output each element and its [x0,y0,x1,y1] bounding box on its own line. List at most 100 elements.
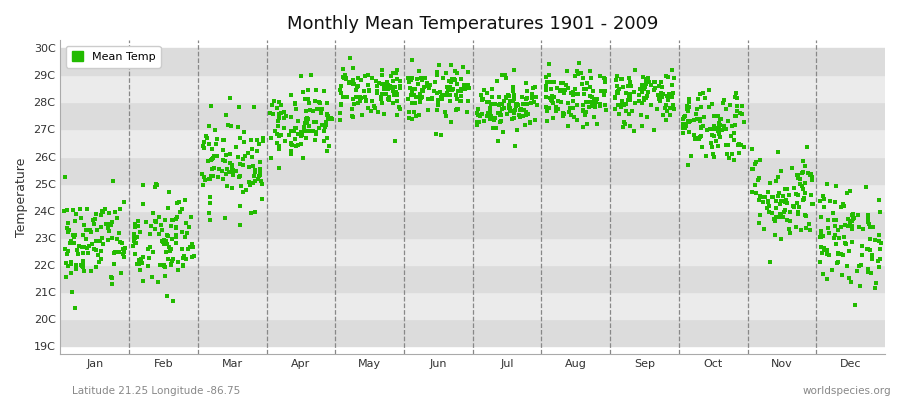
Point [589,99,603,105]
Point [661,95,675,101]
Point [519,80,534,86]
Point [443,92,457,98]
Point [564,112,579,118]
Point [519,101,534,108]
Point [619,108,634,114]
Point [787,184,801,191]
Point [507,67,521,74]
Point [346,113,360,119]
Point [176,262,190,269]
Point [392,104,406,111]
Point [94,235,109,241]
Point [820,251,834,258]
Point [615,76,629,82]
Point [576,75,590,82]
Point [437,109,452,116]
Point [348,94,363,100]
Point [164,246,178,252]
Point [320,134,334,141]
Point [566,98,580,104]
Point [165,216,179,223]
Point [76,262,90,268]
Point [402,84,417,91]
Point [302,100,316,106]
Point [694,125,708,132]
Point [680,103,695,109]
Point [703,126,717,132]
Point [127,233,141,240]
Point [173,208,187,215]
Point [353,94,367,100]
Point [706,151,720,157]
Point [634,88,649,95]
Point [815,232,830,239]
Point [68,232,83,238]
Point [650,106,664,112]
Point [222,169,237,175]
Point [434,94,448,100]
Point [615,100,629,106]
Point [526,99,541,105]
Point [346,80,361,87]
Point [639,95,653,102]
Point [482,109,496,116]
Point [129,240,143,247]
Bar [60,75,885,102]
Point [231,174,246,180]
Point [718,106,733,112]
Point [776,192,790,199]
Point [311,125,326,131]
Point [518,107,532,114]
Point [284,92,298,98]
Point [822,252,836,258]
Point [771,193,786,200]
Point [540,118,554,124]
Point [761,199,776,205]
Point [247,104,261,110]
Point [358,73,373,80]
Point [430,107,445,113]
Point [860,246,875,252]
Point [796,196,811,202]
Point [511,102,526,108]
Point [544,86,558,92]
Point [682,119,697,126]
Point [840,190,854,196]
Point [647,86,662,93]
Point [619,90,634,96]
Point [230,124,245,130]
Point [576,102,590,108]
Point [470,122,484,128]
Point [112,249,126,255]
Point [247,173,261,180]
Point [497,105,511,111]
Point [608,94,623,101]
Point [644,102,659,108]
Point [599,107,614,113]
Point [628,100,643,106]
Point [160,293,175,299]
Point [458,86,473,92]
Point [501,102,516,108]
Point [824,267,839,273]
Point [697,114,711,120]
Point [623,92,637,98]
Point [248,209,262,216]
Point [726,137,741,144]
Point [298,120,312,126]
Point [556,111,571,118]
Point [475,95,490,102]
Point [139,218,153,225]
Point [107,261,122,268]
Point [160,232,175,239]
Point [666,90,680,96]
Point [705,132,719,138]
Point [115,250,130,257]
Point [338,74,352,80]
Point [855,252,869,258]
Point [579,99,593,105]
Bar [60,184,885,211]
Point [814,214,828,220]
Point [404,92,419,98]
Point [634,112,648,118]
